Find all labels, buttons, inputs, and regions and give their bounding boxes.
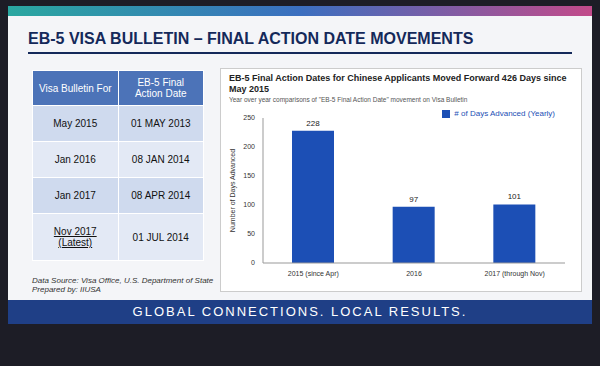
html-text:01 MAY 2013: 01 MAY 2013: [130, 118, 191, 129]
svg-text:200: 200: [243, 143, 255, 150]
html-text:Jan 2017: Jan 2017: [54, 190, 96, 201]
html-text:Data Source: Visa Office, U.S.: Data Source: Visa Office, U.S. Departmen…: [32, 276, 214, 285]
html-text:EB-5 Final Action Dates for Ch: EB-5 Final Action Dates for Chinese Appl…: [229, 73, 567, 94]
html-text:08 JAN 2014: 08 JAN 2014: [131, 154, 190, 165]
svg-text:2015 (since Apr): 2015 (since Apr): [288, 270, 339, 278]
html-text:EB-5 Final Action Date: EB-5 Final Action Date: [134, 77, 187, 99]
svg-text:150: 150: [243, 172, 255, 179]
html-text:May 2015: May 2015: [53, 118, 98, 129]
svg-text:Number of Days Advanced: Number of Days Advanced: [229, 149, 237, 232]
html-text:GLOBAL CONNECTIONS. LOCAL RESU: GLOBAL CONNECTIONS. LOCAL RESULTS.: [132, 304, 468, 319]
html-text:08 APR 2014: 08 APR 2014: [131, 190, 191, 201]
html-text:Visa Bulletin For: Visa Bulletin For: [38, 82, 112, 94]
svg-text:228: 228: [306, 119, 320, 128]
svg-text:97: 97: [409, 195, 418, 204]
html-text:Nov 2017 (Latest): Nov 2017 (Latest): [53, 226, 97, 248]
html-text:01 JUL 2014: 01 JUL 2014: [132, 231, 189, 243]
svg-text:2016: 2016: [406, 270, 422, 277]
svg-text:101: 101: [508, 192, 522, 201]
svg-text:100: 100: [243, 201, 255, 208]
svg-text:0: 0: [251, 259, 255, 266]
svg-text:250: 250: [243, 114, 255, 121]
html-text:Jan 2016: Jan 2016: [54, 154, 96, 165]
html-text:Year over year comparisons of: Year over year comparisons of "EB-5 Fina…: [229, 96, 468, 103]
html-text:Prepared by: IIUSA: Prepared by: IIUSA: [32, 285, 101, 294]
html-text:# of Days Advanced (Yearly): # of Days Advanced (Yearly): [454, 109, 555, 118]
html-text:EB-5 VISA BULLETIN – FINAL ACT: EB-5 VISA BULLETIN – FINAL ACTION DATE M…: [28, 30, 474, 47]
svg-text:2017 (through Nov): 2017 (through Nov): [485, 270, 545, 278]
svg-text:50: 50: [247, 230, 255, 237]
